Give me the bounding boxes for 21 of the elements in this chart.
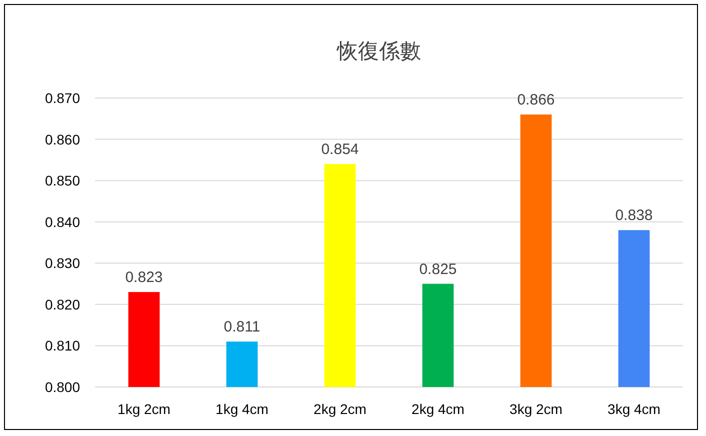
x-tick-label: 1kg 2cm bbox=[118, 401, 170, 417]
data-label: 0.854 bbox=[321, 141, 359, 158]
data-label: 0.825 bbox=[419, 260, 457, 278]
y-tick-label: 0.800 bbox=[44, 379, 80, 395]
y-tick-label: 0.810 bbox=[44, 338, 80, 354]
chart-title: 恢復係數 bbox=[336, 40, 421, 63]
y-tick-label: 0.850 bbox=[44, 172, 80, 189]
data-label: 0.838 bbox=[615, 207, 653, 224]
data-label: 0.866 bbox=[517, 92, 555, 109]
x-tick-label: 2kg 2cm bbox=[314, 401, 366, 417]
x-tick-label: 3kg 2cm bbox=[510, 401, 562, 417]
y-tick-label: 0.840 bbox=[44, 214, 80, 230]
y-tick-label: 0.820 bbox=[44, 296, 80, 312]
x-tick-label: 1kg 4cm bbox=[216, 401, 268, 417]
data-label: 0.811 bbox=[224, 318, 260, 336]
x-tick-label: 3kg 4cm bbox=[608, 401, 660, 417]
y-tick-label: 0.860 bbox=[44, 131, 80, 148]
y-tick-label: 0.830 bbox=[44, 255, 80, 272]
y-tick-label: 0.870 bbox=[44, 90, 80, 106]
data-label: 0.823 bbox=[125, 269, 163, 286]
x-tick-label: 2kg 4cm bbox=[412, 401, 464, 417]
